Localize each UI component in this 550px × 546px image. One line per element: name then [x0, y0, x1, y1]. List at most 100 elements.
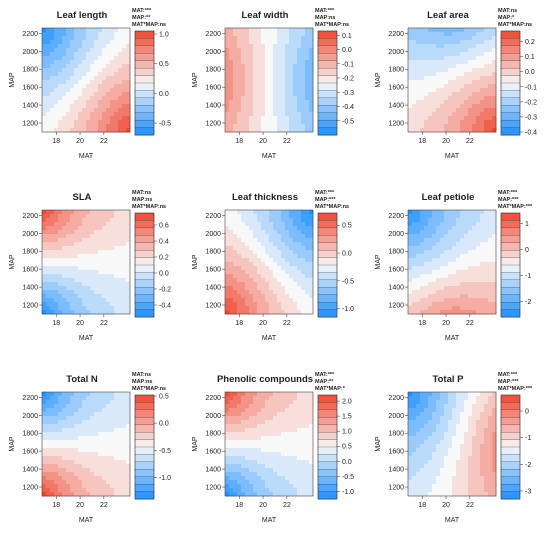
heatmap-cell: [229, 60, 234, 65]
heatmap-cell: [229, 262, 234, 267]
heatmap-cell: [229, 48, 234, 53]
heatmap-cell: [428, 310, 433, 315]
heatmap-cell: [114, 254, 119, 259]
heatmap-cell: [245, 432, 250, 437]
heatmap-cell: [440, 266, 445, 271]
heatmap-cell: [412, 108, 417, 113]
heatmap-cell: [444, 282, 449, 287]
heatmap-cell: [432, 230, 437, 235]
heatmap-cell: [257, 488, 262, 493]
heatmap-cell: [126, 230, 131, 235]
heatmap-cell: [460, 254, 465, 259]
heatmap-cell: [428, 72, 433, 77]
heatmap-cell: [440, 262, 445, 267]
heatmap-cell: [297, 464, 302, 469]
heatmap-cell: [114, 40, 119, 45]
heatmap-cell: [408, 124, 413, 129]
heatmap-cell: [436, 250, 441, 255]
heatmap-cell: [289, 492, 294, 497]
heatmap-cell: [277, 32, 282, 37]
heatmap-cell: [114, 420, 119, 425]
heatmap-cell: [285, 428, 290, 433]
heatmap-cell: [301, 218, 306, 223]
heatmap-cell: [54, 404, 59, 409]
y-tick-label: 1800: [388, 249, 404, 256]
heatmap-cell: [269, 400, 274, 405]
heatmap-cell: [114, 412, 119, 417]
heatmap-cell: [472, 258, 477, 263]
heatmap-cell: [305, 116, 310, 121]
heatmap-cell: [241, 242, 246, 247]
heatmap-cell: [126, 270, 131, 275]
heatmap-cell: [102, 298, 107, 303]
heatmap-cell: [94, 254, 99, 259]
heatmap-cell: [233, 404, 238, 409]
heatmap-cell: [444, 36, 449, 41]
heatmap-cell: [265, 492, 270, 497]
heatmap-cell: [440, 218, 445, 223]
heatmap-cell: [293, 294, 298, 299]
colorbar-level: [134, 446, 155, 455]
heatmap-cell: [74, 282, 79, 287]
heatmap-cell: [122, 218, 127, 223]
heatmap-cell: [301, 286, 306, 291]
heatmap-cell: [233, 226, 238, 231]
heatmap-cell: [42, 278, 47, 283]
heatmap-cell: [114, 488, 119, 493]
heatmap-cell: [82, 436, 87, 441]
heatmap-cell: [281, 234, 286, 239]
heatmap-cell: [110, 250, 115, 255]
heatmap-cell: [58, 108, 63, 113]
heatmap-cell: [408, 68, 413, 73]
heatmap-cell: [78, 242, 83, 247]
heatmap-cell: [90, 278, 95, 283]
heatmap-cell: [78, 88, 83, 93]
heatmap-cell: [428, 112, 433, 117]
heatmap-cell: [74, 32, 79, 37]
heatmap-cell: [126, 214, 131, 219]
heatmap-cell: [436, 286, 441, 291]
heatmap-cell: [90, 258, 95, 263]
heatmap-cell: [126, 274, 131, 279]
heatmap-cell: [273, 412, 278, 417]
heatmap-cell: [265, 242, 270, 247]
heatmap-cell: [86, 294, 91, 299]
heatmap-cell: [456, 210, 461, 215]
heatmap-cell: [269, 104, 274, 109]
heatmap-cell: [90, 250, 95, 255]
heatmap-cell: [456, 286, 461, 291]
heatmap-cell: [428, 294, 433, 299]
heatmap-cell: [66, 250, 71, 255]
heatmap-cell: [265, 408, 270, 413]
heatmap-cell: [261, 290, 266, 295]
heatmap-cell: [233, 392, 238, 397]
heatmap-cell: [277, 464, 282, 469]
heatmap-cell: [273, 484, 278, 489]
heatmap-cell: [70, 56, 75, 61]
heatmap-cell: [412, 44, 417, 49]
heatmap-cell: [102, 120, 107, 125]
heatmap-cell: [468, 250, 473, 255]
heatmap-cell: [122, 36, 127, 41]
heatmap-cell: [62, 36, 67, 41]
heatmap-cell: [58, 258, 63, 263]
heatmap-cell: [110, 112, 115, 117]
heatmap-cell: [257, 218, 262, 223]
heatmap-cell: [74, 84, 79, 89]
heatmap-cell: [70, 452, 75, 457]
colorbar-level: [500, 212, 521, 221]
heatmap-cell: [110, 282, 115, 287]
plot-frame: [407, 209, 497, 315]
heatmap-cell: [245, 116, 250, 121]
heatmap-cell: [233, 242, 238, 247]
heatmap-cell: [82, 72, 87, 77]
heatmap-cell: [42, 36, 47, 41]
colorbar-level: [134, 264, 155, 273]
heatmap-cell: [277, 278, 282, 283]
heatmap-cell: [293, 230, 298, 235]
heatmap-cell: [229, 32, 234, 37]
heatmap-cell: [74, 274, 79, 279]
heatmap-cell: [273, 230, 278, 235]
heatmap-cell: [233, 120, 238, 125]
colorbar-level: [317, 212, 338, 221]
